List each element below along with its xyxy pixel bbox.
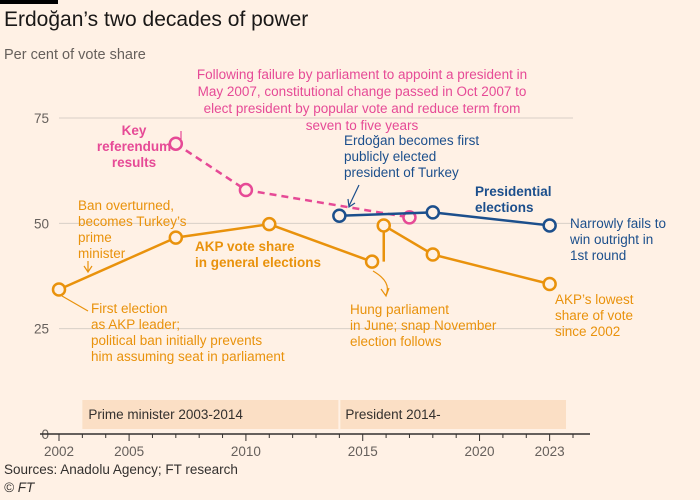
x-tick-label-2002: 2002 [44,444,74,459]
akp-point-3 [364,254,380,269]
x-tick-label-2005: 2005 [114,444,144,459]
period-band-0 [82,400,340,429]
ft-top-bar [0,0,58,4]
hung-parliament-arrow [372,270,390,298]
period-band-1 [339,400,566,429]
y-tick-label-50: 50 [34,216,49,231]
period-label-0: Prime minister 2003-2014 [88,407,243,422]
referendum-note: Following failure by parliament to appoi… [197,67,527,133]
y-tick-label-75: 75 [34,111,49,126]
narrowly-fails-note: Narrowly fails to win outright in 1st roun… [569,216,666,263]
period-label-1: President 2014- [345,407,440,422]
copyright-note: © FT [4,480,35,495]
x-tick-label-2023: 2023 [535,444,565,459]
akp-point-6 [542,276,557,292]
referendum-point-0 [168,136,184,151]
ban-overturned-note: Ban overturned, becomes Turkey’s prime mini… [78,198,187,261]
akp-point-0 [51,282,67,297]
first-election-note: First election as AKP leader; political ba… [91,301,285,364]
x-tick-label-2015: 2015 [348,444,378,459]
x-tick-label-2010: 2010 [231,444,261,459]
chart-title: Erdoğan’s two decades of power [4,8,309,31]
akp-lowest-note: AKP’s lowest share of vote since 2002 [555,292,634,339]
presidential-point-1 [425,205,441,220]
presidential-point-0 [332,208,347,223]
chart-subtitle: Per cent of vote share [4,47,146,63]
akp-series-label: AKP vote share in general elections [195,239,321,270]
ban-overturned-arrow [83,261,93,274]
akp-point-2 [262,216,277,232]
akp-point-5 [425,247,441,262]
sources-note: Sources: Anadolu Agency; FT research [4,462,238,477]
x-tick-label-2020: 2020 [465,444,495,459]
akp-point-4 [376,218,392,233]
presidential-series-label: Presidential elections [475,184,552,215]
referendum-label: Key referendum results [97,123,171,170]
first-president-note: Erdoğan becomes first publicly elected pre… [344,133,479,180]
first-election-arrow [61,295,89,312]
referendum-point-1 [238,182,254,198]
y-tick-label-25: 25 [34,322,49,337]
presidential-point-2 [542,218,557,233]
akp-point-1 [168,230,184,245]
hung-parliament-note: Hung parliament in June; snap November ele… [350,302,497,349]
first-president-arrow [347,184,360,209]
